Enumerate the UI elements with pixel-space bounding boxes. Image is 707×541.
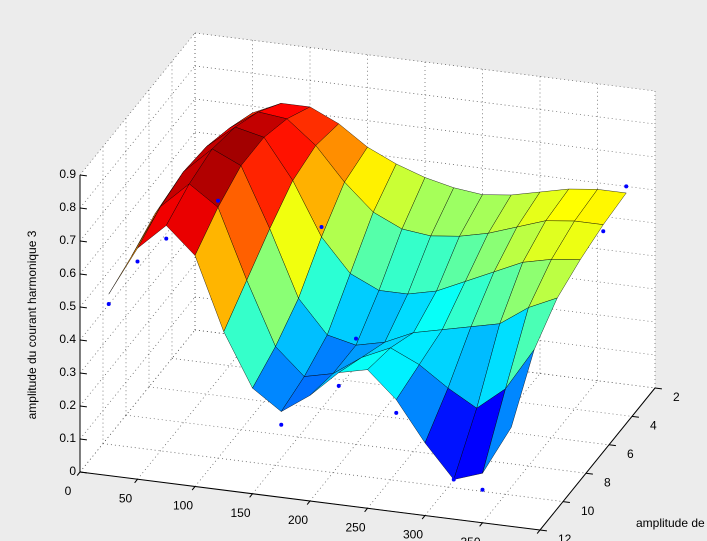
z-tick xyxy=(79,405,87,408)
grid-line xyxy=(79,296,196,440)
x-tick-label: 250 xyxy=(345,520,365,534)
grid-line xyxy=(482,380,598,523)
z-tick-label: 0 xyxy=(69,464,76,478)
x-tick xyxy=(249,493,253,498)
grid-line xyxy=(79,329,196,473)
data-point xyxy=(624,184,629,189)
data-point xyxy=(394,410,399,415)
y-tick-label: 6 xyxy=(627,447,634,461)
x-tick-label: 200 xyxy=(288,513,308,527)
z-tick-label: 0.8 xyxy=(59,200,76,214)
z-tick xyxy=(79,372,87,375)
y-tick-label: 12 xyxy=(558,532,572,541)
x-tick xyxy=(306,500,311,505)
z-tick-label: 0.7 xyxy=(59,233,76,247)
data-point xyxy=(216,198,220,203)
data-point xyxy=(601,229,606,234)
x-axis-label: amplitude de xyxy=(636,516,705,530)
y-tick-label: 4 xyxy=(650,419,657,433)
x-tick-label: 350 xyxy=(460,535,480,541)
y-tick xyxy=(631,415,639,418)
grid-line xyxy=(79,65,196,209)
z-tick xyxy=(79,207,87,210)
x-tick-label: 0 xyxy=(65,484,72,498)
z-tick xyxy=(79,306,87,309)
axis-line xyxy=(79,471,541,531)
x-tick xyxy=(536,529,541,534)
z-tick xyxy=(79,438,87,441)
grid-line xyxy=(137,337,253,480)
data-point xyxy=(319,225,324,230)
data-point xyxy=(451,477,456,482)
data-point xyxy=(480,487,485,492)
y-tick-label: 8 xyxy=(604,475,611,489)
z-tick-label: 0.5 xyxy=(59,299,76,313)
y-tick-label: 10 xyxy=(581,504,595,518)
z-tick-label: 0.4 xyxy=(59,332,76,346)
data-point xyxy=(135,259,140,264)
z-tick-label: 0.3 xyxy=(59,365,76,379)
grid-line xyxy=(79,32,196,176)
z-tick-label: 0.1 xyxy=(59,431,76,445)
data-point xyxy=(354,336,358,341)
y-tick xyxy=(585,472,593,475)
x-tick-label: 300 xyxy=(403,528,423,541)
x-tick xyxy=(364,507,368,513)
axis-line xyxy=(539,387,656,531)
surface-facet xyxy=(482,349,535,474)
grid-line xyxy=(79,98,196,242)
x-tick-label: 100 xyxy=(173,499,193,513)
x-tick xyxy=(134,478,138,484)
z-tick-label: 0.6 xyxy=(59,266,76,280)
y-tick xyxy=(654,387,662,390)
x-tick-label: 50 xyxy=(119,491,133,505)
data-point xyxy=(164,236,169,241)
z-tick xyxy=(79,273,87,276)
data-point xyxy=(106,302,111,307)
x-tick xyxy=(191,486,196,491)
x-tick xyxy=(421,515,426,520)
z-tick-label: 0.9 xyxy=(59,167,76,181)
grid-line xyxy=(79,131,196,275)
data-point xyxy=(336,383,341,388)
x-tick xyxy=(76,471,81,476)
x-tick-label: 150 xyxy=(230,506,250,520)
y-tick xyxy=(562,501,570,503)
z-tick xyxy=(79,240,87,243)
z-tick-label: 0.2 xyxy=(59,398,76,412)
x-tick xyxy=(479,522,483,527)
z-tick xyxy=(79,339,87,342)
y-tick-label: 2 xyxy=(673,390,680,404)
grid-line xyxy=(424,373,541,516)
grid-line xyxy=(252,351,368,494)
z-axis-label: amplitude du courant harmonique 3 xyxy=(25,230,39,419)
y-tick xyxy=(539,529,547,532)
z-tick xyxy=(79,174,87,177)
data-point xyxy=(279,422,284,427)
grid-line xyxy=(79,263,196,407)
grid-line xyxy=(79,230,196,374)
y-tick xyxy=(608,444,616,447)
